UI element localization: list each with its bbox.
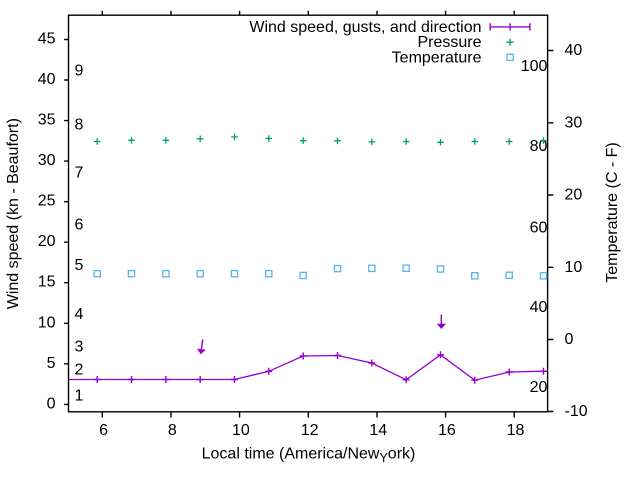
svg-text:12: 12 — [301, 422, 319, 439]
svg-text:6: 6 — [75, 217, 84, 234]
svg-text:35: 35 — [38, 112, 56, 129]
svg-text:Temperature (C - F): Temperature (C - F) — [604, 142, 621, 282]
svg-text:40: 40 — [38, 71, 56, 88]
svg-text:5: 5 — [47, 355, 56, 372]
svg-text:16: 16 — [438, 422, 456, 439]
svg-text:18: 18 — [507, 422, 525, 439]
svg-text:5: 5 — [75, 257, 84, 274]
svg-text:14: 14 — [369, 422, 387, 439]
svg-text:7: 7 — [75, 165, 84, 182]
svg-text:30: 30 — [565, 115, 583, 132]
svg-text:3: 3 — [75, 339, 84, 356]
svg-text:20: 20 — [565, 187, 583, 204]
svg-text:8: 8 — [75, 117, 84, 134]
svg-text:4: 4 — [75, 306, 84, 323]
svg-text:30: 30 — [38, 152, 56, 169]
svg-text:20: 20 — [38, 233, 56, 250]
svg-text:1: 1 — [75, 388, 84, 405]
svg-text:45: 45 — [38, 31, 56, 48]
svg-text:Wind speed, gusts, and directi: Wind speed, gusts, and direction — [249, 19, 481, 36]
svg-text:40: 40 — [565, 42, 583, 59]
svg-text:8: 8 — [168, 422, 177, 439]
svg-text:40: 40 — [530, 299, 548, 316]
svg-text:6: 6 — [99, 422, 108, 439]
svg-text:0: 0 — [47, 395, 56, 412]
svg-text:2: 2 — [75, 362, 84, 379]
svg-text:10: 10 — [232, 422, 250, 439]
svg-text:9: 9 — [75, 63, 84, 80]
svg-text:10: 10 — [38, 314, 56, 331]
svg-text:Pressure: Pressure — [417, 34, 481, 51]
svg-text:60: 60 — [530, 219, 548, 236]
svg-text:-10: -10 — [565, 403, 588, 420]
svg-text:25: 25 — [38, 193, 56, 210]
svg-text:Wind speed (kn - Beaufort): Wind speed (kn - Beaufort) — [5, 118, 22, 309]
svg-text:20: 20 — [530, 379, 548, 396]
svg-text:15: 15 — [38, 274, 56, 291]
svg-text:Temperature: Temperature — [392, 49, 482, 66]
svg-text:Local time (America/NewYork): Local time (America/NewYork) — [202, 445, 416, 465]
svg-text:100: 100 — [521, 58, 548, 75]
svg-text:0: 0 — [565, 331, 574, 348]
svg-text:10: 10 — [565, 259, 583, 276]
